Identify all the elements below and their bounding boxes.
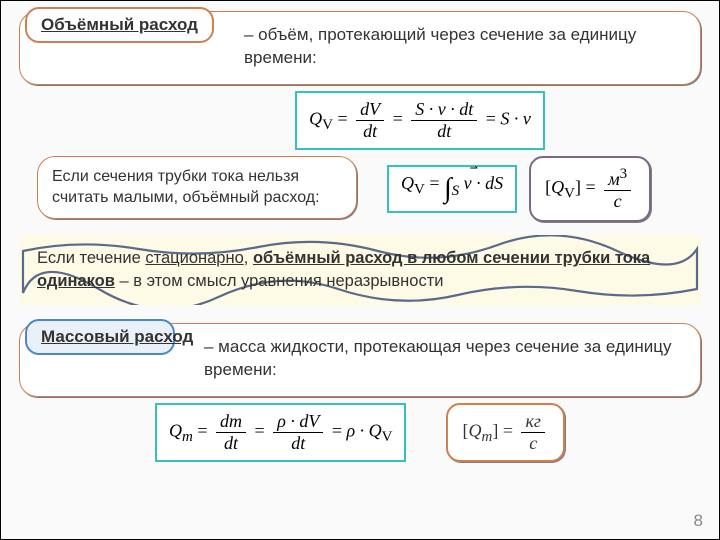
definition-text-2: – масса жидкости, протекающая через сече… — [204, 336, 686, 382]
formula-q-mass: Qm = dmdt = ρ · dVdt = ρ · QV — [155, 403, 406, 462]
panel-t1: Если течение — [37, 249, 145, 267]
panel-t3: , — [244, 249, 253, 267]
formula-integral: QV = ∫S ⇀v · dS — [387, 165, 517, 213]
unit-mass: [Qm] = кгс — [446, 403, 564, 462]
panel-t5: – в этом смысл уравнения неразрывности — [115, 272, 444, 290]
title-tag-volume: Объёмный расход — [25, 7, 214, 43]
note-small-sections: Если сечения трубки тока нельзя считать … — [37, 156, 357, 220]
formula-q-volume: QV = dVdt = S · v · dtdt = S · v — [1, 91, 719, 150]
title-tag-mass: Массовый расход — [25, 319, 175, 355]
continuity-panel: Если течение стационарно, объёмный расхо… — [19, 235, 701, 305]
row-integral: Если сечения трубки тока нельзя считать … — [19, 152, 701, 226]
definition-text: – объём, протекающий через сечение за ед… — [244, 24, 686, 70]
panel-t2: стационарно — [145, 249, 243, 267]
section-volume-flow: – объём, протекающий через сечение за ед… — [19, 11, 701, 85]
section-mass-flow: – масса жидкости, протекающая через сече… — [19, 323, 701, 397]
unit-volume: [QV] = м3с — [529, 156, 651, 222]
formula-q-mass-row: Qm = dmdt = ρ · dVdt = ρ · QV [Qm] = кгс — [1, 403, 719, 462]
page-number: 8 — [694, 511, 703, 531]
